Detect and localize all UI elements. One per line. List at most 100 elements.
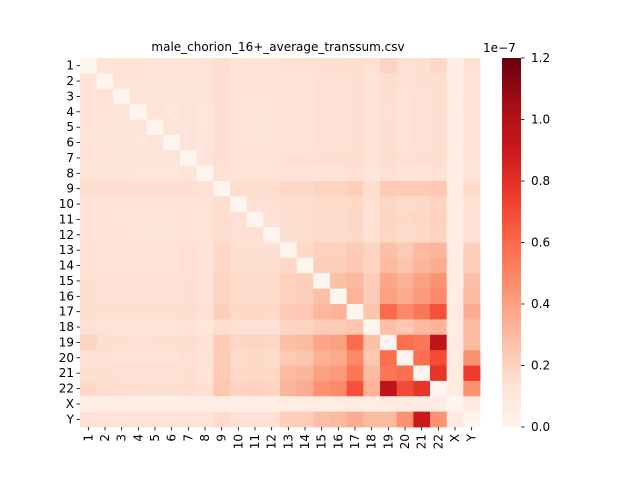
heatmap-cell-2-1	[80, 73, 98, 90]
heatmap-cell-12-22	[430, 227, 448, 243]
x-tick-label-17: 17	[348, 434, 362, 449]
heatmap-cell-22-4	[130, 380, 148, 397]
heatmap-cell-18-15	[313, 319, 331, 336]
heatmap-cell-5-14	[296, 119, 314, 136]
heatmap-cell-18-13	[280, 319, 298, 336]
colorbar-tick-label-1.0: 1.0	[531, 113, 550, 127]
heatmap-cell-Y-2	[96, 411, 114, 428]
y-tick-label-16: 16	[59, 289, 74, 303]
heatmap-cell-20-18	[363, 350, 381, 366]
heatmap-cell-14-X	[446, 257, 464, 274]
heatmap-cell-3-15	[313, 88, 331, 105]
heatmap-cell-8-5	[146, 165, 164, 182]
heatmap-cell-15-X	[446, 273, 464, 290]
heatmap-cell-17-5	[146, 304, 164, 320]
heatmap-cell-X-14	[296, 396, 314, 413]
heatmap-cell-X-15	[313, 396, 331, 413]
heatmap-cell-11-22	[430, 211, 448, 228]
heatmap-cell-2-15	[313, 73, 331, 90]
heatmap-cell-7-11	[246, 150, 264, 167]
heatmap-cell-12-5	[146, 227, 164, 243]
heatmap-cell-X-16	[330, 396, 348, 413]
heatmap-cell-2-22	[430, 73, 448, 90]
heatmap-cell-14-8	[196, 257, 214, 274]
heatmap-cell-10-9	[213, 196, 231, 213]
colorbar-tick-label-0.8: 0.8	[531, 174, 550, 188]
heatmap-cell-7-6	[163, 150, 181, 167]
heatmap-cell-15-20	[396, 273, 414, 290]
heatmap-cell-21-20	[396, 365, 414, 382]
heatmap-cell-19-8	[196, 334, 214, 351]
heatmap-cell-18-18	[363, 319, 381, 336]
heatmap-cell-1-14	[296, 58, 314, 74]
heatmap-cell-4-17	[346, 104, 364, 120]
heatmap-cell-20-7	[180, 350, 198, 366]
heatmap-cell-6-5	[146, 134, 164, 151]
heatmap-cell-22-8	[196, 380, 214, 397]
heatmap-cell-1-2	[96, 58, 114, 74]
heatmap-cell-19-7	[180, 334, 198, 351]
heatmap-cell-X-7	[180, 396, 198, 413]
heatmap-cell-7-8	[196, 150, 214, 167]
heatmap-cell-22-22	[430, 380, 448, 397]
heatmap-cell-9-14	[296, 181, 314, 197]
heatmap-cell-2-4	[130, 73, 148, 90]
heatmap-cell-3-13	[280, 88, 298, 105]
x-tick-label-2: 2	[98, 434, 112, 442]
heatmap-cell-19-4	[130, 334, 148, 351]
heatmap-cell-20-11	[246, 350, 264, 366]
x-tick-label-5: 5	[148, 434, 162, 442]
heatmap-cell-21-12	[263, 365, 281, 382]
heatmap-cell-6-10	[230, 134, 248, 151]
heatmap-cell-Y-20	[396, 411, 414, 428]
heatmap-cell-X-2	[96, 396, 114, 413]
heatmap-cell-8-12	[263, 165, 281, 182]
heatmap-cell-22-12	[263, 380, 281, 397]
heatmap-cell-20-6	[163, 350, 181, 366]
heatmap-cell-16-21	[413, 288, 431, 305]
heatmap-cell-17-Y	[463, 304, 481, 320]
heatmap-cell-7-9	[213, 150, 231, 167]
heatmap-cell-22-21	[413, 380, 431, 397]
heatmap-cell-12-14	[296, 227, 314, 243]
heatmap-cell-22-1	[80, 380, 98, 397]
heatmap-cell-9-2	[96, 181, 114, 197]
heatmap-cell-22-18	[363, 380, 381, 397]
heatmap-cell-1-Y	[463, 58, 481, 74]
heatmap-cell-10-11	[246, 196, 264, 213]
heatmap-cell-18-7	[180, 319, 198, 336]
heatmap-cell-20-12	[263, 350, 281, 366]
heatmap-cell-16-2	[96, 288, 114, 305]
heatmap-cell-2-5	[146, 73, 164, 90]
heatmap-cell-17-10	[230, 304, 248, 320]
heatmap-cell-15-6	[163, 273, 181, 290]
heatmap-cell-Y-14	[296, 411, 314, 428]
heatmap-cell-1-11	[246, 58, 264, 74]
heatmap-cell-17-7	[180, 304, 198, 320]
heatmap-cell-12-17	[346, 227, 364, 243]
heatmap-cell-7-7	[180, 150, 198, 167]
heatmap-cell-6-2	[96, 134, 114, 151]
x-tick-label-7: 7	[181, 434, 195, 442]
heatmap-cell-14-4	[130, 257, 148, 274]
heatmap-cell-Y-8	[196, 411, 214, 428]
heatmap-cell-17-9	[213, 304, 231, 320]
x-tick-label-6: 6	[165, 434, 179, 442]
heatmap-cell-8-9	[213, 165, 231, 182]
heatmap-cell-10-3	[113, 196, 131, 213]
colorbar-tick-label-0.6: 0.6	[531, 236, 550, 250]
heatmap-cell-13-21	[413, 242, 431, 259]
heatmap-cell-10-18	[363, 196, 381, 213]
heatmap-cell-5-22	[430, 119, 448, 136]
heatmap-cell-21-6	[163, 365, 181, 382]
x-tick-label-11: 11	[248, 434, 262, 449]
heatmap-cell-1-19	[380, 58, 398, 74]
heatmap-cell-19-2	[96, 334, 114, 351]
heatmap-cell-2-14	[296, 73, 314, 90]
heatmap-cell-6-12	[263, 134, 281, 151]
heatmap-cell-15-10	[230, 273, 248, 290]
heatmap-cell-17-22	[430, 304, 448, 320]
heatmap-cell-4-20	[396, 104, 414, 120]
heatmap-cell-9-8	[196, 181, 214, 197]
